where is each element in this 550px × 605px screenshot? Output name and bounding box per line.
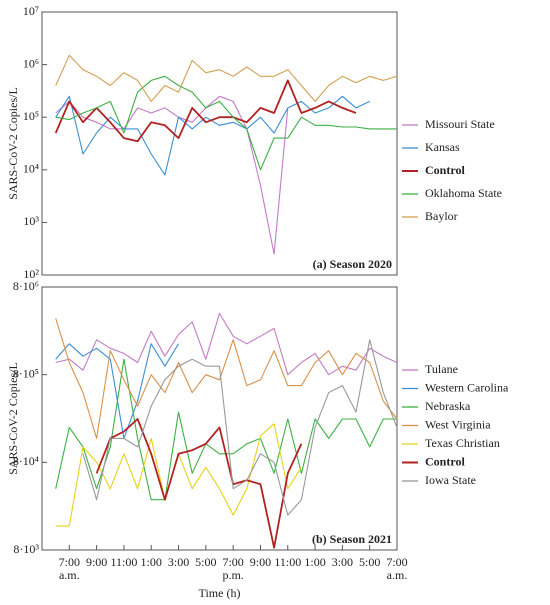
y-tick-label: 10³ <box>23 214 39 228</box>
y-tick-label: 8·10³ <box>13 542 39 556</box>
series-line <box>55 312 398 376</box>
y-tick-label: 10² <box>23 267 39 281</box>
x-tick-label: 7:00 <box>59 555 80 569</box>
series-line <box>55 95 289 255</box>
y-tick-label: 8·10⁶ <box>13 279 39 293</box>
y-tick-label: 8·10⁵ <box>13 366 39 380</box>
x-tick-label: 5:00 <box>359 555 380 569</box>
series-line <box>55 95 370 176</box>
x-tick-note: a.m. <box>387 568 408 582</box>
y-tick-label: 10⁷ <box>23 4 39 18</box>
legend-label: Nebraska <box>425 399 471 413</box>
legend-label: Missouri State <box>425 117 495 131</box>
legend-label: Oklahoma State <box>425 186 502 200</box>
panel-label: (b) Season 2021 <box>312 532 392 546</box>
x-tick-label: 5:00 <box>195 555 216 569</box>
x-tick-label: 3:00 <box>332 555 353 569</box>
x-tick-label: 9:00 <box>86 555 107 569</box>
series-line <box>82 339 398 516</box>
panel-label: (a) Season 2020 <box>313 257 392 271</box>
series-line <box>55 75 397 171</box>
series-line <box>54 79 357 143</box>
x-axis-label: Time (h) <box>199 586 241 600</box>
x-tick-label: 11:00 <box>274 555 301 569</box>
y-tick-label: 10⁵ <box>23 109 39 123</box>
legend-label: Control <box>425 163 465 177</box>
x-tick-note: p.m. <box>222 568 243 582</box>
series-line <box>55 54 398 102</box>
legend-label: Texas Christian <box>425 436 500 450</box>
series-line <box>55 318 398 439</box>
legend-label: Control <box>425 454 465 468</box>
x-tick-label: 3:00 <box>168 555 189 569</box>
x-tick-label: 7:00 <box>222 555 243 569</box>
legend-label: Kansas <box>425 140 460 154</box>
y-tick-label: 10⁴ <box>23 162 39 176</box>
y-axis-label: SARS-CoV-2 Copies/L <box>6 87 20 200</box>
x-tick-note: a.m. <box>59 568 80 582</box>
legend-label: Iowa State <box>425 473 476 487</box>
x-tick-label: 9:00 <box>250 555 271 569</box>
legend-label: Tulane <box>425 362 458 376</box>
x-tick-label: 1:00 <box>304 555 325 569</box>
y-tick-label: 8·10⁴ <box>13 454 39 468</box>
y-axis-label: SARS-CoV-2 Copies/L <box>6 362 20 475</box>
series-line <box>55 343 179 439</box>
legend-label: Baylor <box>425 209 458 223</box>
plot-frame <box>41 11 398 276</box>
x-tick-label: 1:00 <box>141 555 162 569</box>
legend-label: Western Carolina <box>425 380 509 394</box>
legend-label: West Virginia <box>425 417 491 431</box>
series-line <box>95 418 303 549</box>
x-tick-label: 11:00 <box>110 555 137 569</box>
x-tick-label: 7:00 <box>386 555 407 569</box>
y-tick-label: 10⁶ <box>23 56 39 70</box>
